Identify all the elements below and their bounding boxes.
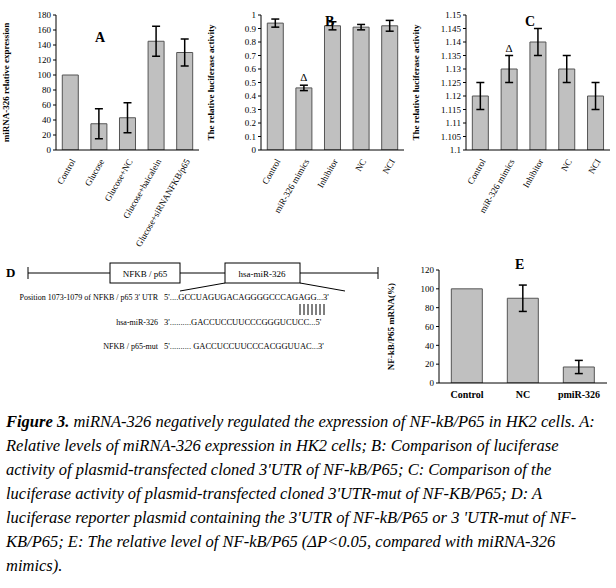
svg-text:1.13: 1.13 [445, 64, 461, 74]
svg-text:D: D [8, 265, 15, 280]
svg-text:Inhibitor: Inhibitor [521, 157, 545, 189]
svg-text:NC: NC [559, 157, 574, 173]
svg-text:0.6: 0.6 [245, 64, 257, 74]
svg-text:20: 20 [425, 359, 435, 369]
svg-text:1.14: 1.14 [445, 37, 461, 47]
svg-text:100: 100 [38, 70, 52, 80]
svg-text:The relative luciferase activi: The relative luciferase activity [206, 24, 216, 141]
svg-text:5'....GCCUAGUGACAGGGGCCCAGAGG.: 5'....GCCUAGUGACAGGGGCCCAGAGG...3' [164, 292, 329, 302]
svg-text:100: 100 [421, 284, 435, 294]
svg-text:hsa-miR-326: hsa-miR-326 [116, 318, 158, 327]
svg-text:60: 60 [425, 322, 435, 332]
svg-text:40: 40 [42, 115, 52, 125]
svg-text:120: 120 [421, 265, 435, 275]
svg-text:Inhibitor: Inhibitor [315, 157, 339, 189]
html-text:A: A [95, 30, 106, 45]
svg-text:5'.......... GACCUCCUUCCCACGGU: 5'.......... GACCUCCUUCCCACGGUUAC...3' [164, 341, 324, 351]
svg-text:NC: NC [353, 157, 368, 173]
svg-text:miR-326 mimics: miR-326 mimics [477, 157, 516, 215]
html-text:E: E [515, 257, 525, 272]
svg-text:Position 1073-1079 of NFKB / p: Position 1073-1079 of NFKB / p65 3' UTR [19, 293, 158, 302]
html-text:Figure 3. miRNA-326 negatively: Figure 3. miRNA-326 negatively regulated… [6, 412, 595, 575]
svg-text:1.12: 1.12 [445, 91, 461, 101]
svg-text:Δ: Δ [506, 42, 513, 54]
svg-text:1.115: 1.115 [441, 105, 461, 115]
svg-text:hsa-miR-326: hsa-miR-326 [239, 269, 286, 279]
svg-text:0.4: 0.4 [245, 91, 257, 101]
svg-text:pmiR-326: pmiR-326 [558, 389, 600, 400]
svg-text:Glucose+NC: Glucose+NC [103, 157, 135, 203]
svg-text:miR-326 mimics: miR-326 mimics [272, 157, 311, 215]
svg-text:The relative luciferase activi: The relative luciferase activity [411, 24, 421, 141]
svg-text:Glucose+baicalein: Glucose+baicalein [121, 157, 164, 221]
html-text:B: B [325, 14, 335, 29]
svg-text:0.9: 0.9 [245, 24, 257, 34]
svg-text:0.5: 0.5 [245, 78, 257, 88]
svg-text:0.3: 0.3 [245, 105, 257, 115]
svg-text:0.1: 0.1 [245, 132, 256, 142]
svg-text:Control: Control [465, 157, 488, 186]
svg-text:Glucose+siRNANFKB/p65: Glucose+siRNANFKB/p65 [134, 157, 193, 249]
svg-text:80: 80 [425, 303, 435, 313]
svg-text:120: 120 [38, 55, 52, 65]
svg-text:NCI: NCI [586, 157, 602, 175]
svg-text:Glucose: Glucose [83, 157, 106, 188]
svg-text:Control: Control [260, 157, 283, 186]
svg-text:0.2: 0.2 [245, 118, 256, 128]
svg-text:NFKB / p65: NFKB / p65 [123, 269, 168, 279]
svg-text:1: 1 [252, 10, 257, 20]
svg-text:0: 0 [252, 145, 257, 155]
svg-text:Control: Control [55, 157, 78, 186]
svg-text:80: 80 [42, 85, 52, 95]
svg-text:Control: Control [450, 389, 483, 400]
html-text:C: C [525, 14, 536, 29]
svg-text:20: 20 [42, 130, 52, 140]
svg-text:0.8: 0.8 [245, 37, 257, 47]
svg-text:160: 160 [38, 25, 52, 35]
svg-text:0: 0 [430, 378, 435, 388]
svg-text:1.135: 1.135 [441, 51, 462, 61]
svg-text:1.15: 1.15 [445, 10, 461, 20]
svg-text:0.7: 0.7 [245, 51, 257, 61]
svg-text:NC: NC [516, 389, 530, 400]
svg-text:180: 180 [38, 10, 52, 20]
svg-text:40: 40 [425, 341, 435, 351]
svg-text:140: 140 [38, 40, 52, 50]
svg-text:1.1: 1.1 [450, 145, 461, 155]
svg-text:60: 60 [42, 100, 52, 110]
svg-text:0: 0 [47, 145, 52, 155]
svg-text:1.145: 1.145 [441, 24, 462, 34]
svg-text:3'..........GACCUCCUUCCCGGGUCU: 3'..........GACCUCCUUCCCGGGUCUCC...5' [164, 317, 322, 327]
svg-text:1.125: 1.125 [441, 78, 462, 88]
svg-text:NFKB / p65-mut: NFKB / p65-mut [103, 342, 158, 351]
svg-text:1.11: 1.11 [446, 118, 461, 128]
svg-text:Δ: Δ [300, 71, 307, 83]
svg-text:miRNA-326 relative expression: miRNA-326 relative expression [8, 23, 11, 143]
svg-text:NF-kB/P65 mRNA(%): NF-kB/P65 mRNA(%) [386, 283, 396, 370]
svg-text:NCI: NCI [381, 157, 397, 175]
svg-text:1.105: 1.105 [441, 132, 462, 142]
